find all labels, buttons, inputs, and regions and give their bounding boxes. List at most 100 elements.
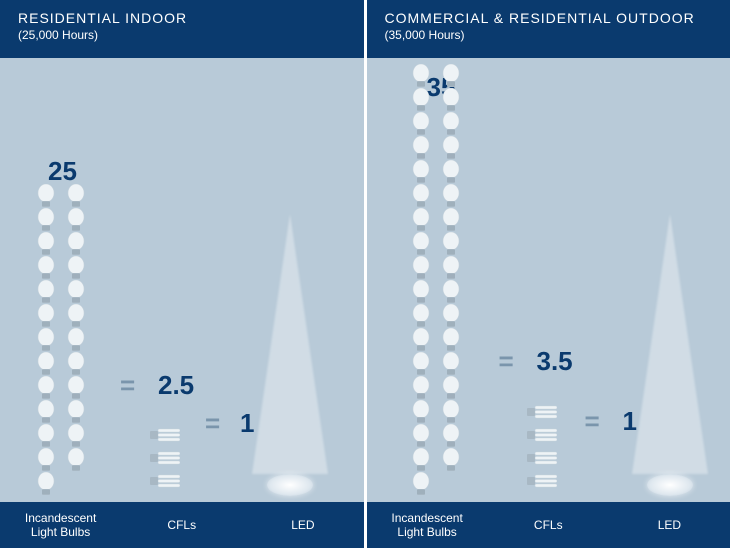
lightbulb-icon — [439, 448, 463, 472]
lightbulb-icon — [64, 376, 88, 400]
lightbulb-icon — [410, 400, 432, 424]
incandescent-bulb-grid — [409, 64, 467, 496]
cfl-icon — [527, 427, 557, 448]
lightbulb-icon — [64, 424, 88, 448]
lightbulb-icon — [34, 208, 58, 232]
cfl-icon — [527, 450, 557, 471]
lightbulb-icon — [440, 64, 462, 88]
lightbulb-icon — [440, 304, 462, 328]
lightbulb-icon — [410, 112, 432, 136]
lightbulb-icon — [65, 208, 87, 232]
lightbulb-icon — [410, 184, 432, 208]
lightbulb-icon — [34, 184, 58, 208]
cfl-icon — [527, 427, 557, 443]
footer-label-incandescent: Incandescent Light Bulbs — [0, 511, 121, 540]
lightbulb-icon — [439, 232, 463, 256]
equals-sign: = — [120, 370, 135, 401]
led-beam-icon — [632, 214, 708, 474]
lightbulb-icon — [409, 280, 433, 304]
lightbulb-icon — [440, 376, 462, 400]
lightbulb-icon — [409, 88, 433, 112]
cfl-icon — [150, 473, 180, 494]
panel-title: RESIDENTIAL INDOOR — [18, 10, 346, 26]
lightbulb-icon — [64, 232, 88, 256]
lightbulb-icon — [34, 304, 58, 328]
lightbulb-icon — [410, 64, 432, 88]
lightbulb-icon — [64, 400, 88, 424]
lightbulb-icon — [439, 136, 463, 160]
lightbulb-icon — [440, 448, 462, 472]
footer-label-cfl: CFLs — [488, 518, 609, 532]
incandescent-count-label: 25 — [48, 156, 77, 187]
lightbulb-icon — [65, 424, 87, 448]
footer-label-incandescent: Incandescent Light Bulbs — [367, 511, 488, 540]
lightbulb-icon — [439, 112, 463, 136]
lightbulb-icon — [409, 448, 433, 472]
lightbulb-icon — [410, 256, 432, 280]
lightbulb-icon — [410, 136, 432, 160]
cfl-stack — [150, 427, 180, 494]
footer-label-cfl: CFLs — [121, 518, 242, 532]
led-disk-icon — [267, 474, 313, 496]
lightbulb-icon — [35, 352, 57, 376]
lightbulb-icon — [65, 304, 87, 328]
lightbulb-icon — [440, 424, 462, 448]
lightbulb-icon — [34, 424, 58, 448]
incandescent-bulb-grid — [34, 184, 92, 496]
lightbulb-icon — [439, 256, 463, 280]
lightbulb-icon — [439, 64, 463, 88]
lightbulb-icon — [34, 448, 58, 472]
lightbulb-icon — [409, 64, 433, 88]
lightbulb-icon — [440, 280, 462, 304]
panel-subtitle: (25,000 Hours) — [18, 28, 346, 42]
lightbulb-icon — [410, 88, 432, 112]
lightbulb-icon — [409, 352, 433, 376]
panel-commercial-outdoor: COMMERCIAL & RESIDENTIAL OUTDOOR (35,000… — [367, 0, 730, 548]
led-beam-icon — [252, 214, 328, 474]
panel-header: RESIDENTIAL INDOOR (25,000 Hours) — [0, 0, 364, 58]
lightbulb-icon — [64, 280, 88, 304]
lightbulb-icon — [410, 472, 432, 496]
cfl-icon — [527, 473, 557, 489]
lightbulb-icon — [440, 136, 462, 160]
lightbulb-icon — [440, 112, 462, 136]
lightbulb-icon — [439, 424, 463, 448]
lightbulb-icon — [65, 256, 87, 280]
lightbulb-icon — [410, 208, 432, 232]
lightbulb-icon — [440, 400, 462, 424]
lightbulb-icon — [35, 184, 57, 208]
lightbulb-icon — [35, 376, 57, 400]
lightbulb-icon — [34, 256, 58, 280]
lightbulb-icon — [409, 160, 433, 184]
lightbulb-icon — [64, 184, 88, 208]
footer-label-led: LED — [609, 518, 730, 532]
chart-area: 25 — [0, 58, 364, 502]
lightbulb-icon — [65, 352, 87, 376]
lightbulb-icon — [409, 256, 433, 280]
cfl-count-label: 3.5 — [537, 346, 573, 377]
lightbulb-icon — [410, 328, 432, 352]
lightbulb-icon — [65, 448, 87, 472]
cfl-icon — [150, 427, 180, 443]
lightbulb-icon — [65, 232, 87, 256]
cfl-stack — [527, 404, 557, 494]
lightbulb-icon — [64, 448, 88, 472]
led-light — [625, 216, 715, 496]
lightbulb-icon — [439, 376, 463, 400]
lightbulb-icon — [440, 88, 462, 112]
lightbulb-icon — [439, 184, 463, 208]
lightbulb-icon — [440, 232, 462, 256]
lightbulb-icon — [65, 280, 87, 304]
lightbulb-icon — [409, 208, 433, 232]
panel-subtitle: (35,000 Hours) — [385, 28, 713, 42]
lightbulb-icon — [34, 280, 58, 304]
lightbulb-icon — [440, 160, 462, 184]
cfl-icon — [150, 427, 180, 448]
lightbulb-icon — [410, 280, 432, 304]
lightbulb-icon — [35, 448, 57, 472]
lightbulb-icon — [65, 328, 87, 352]
lightbulb-icon — [65, 184, 87, 208]
lightbulb-icon — [34, 376, 58, 400]
panel-residential-indoor: RESIDENTIAL INDOOR (25,000 Hours) 25 — [0, 0, 367, 548]
lightbulb-icon — [34, 232, 58, 256]
